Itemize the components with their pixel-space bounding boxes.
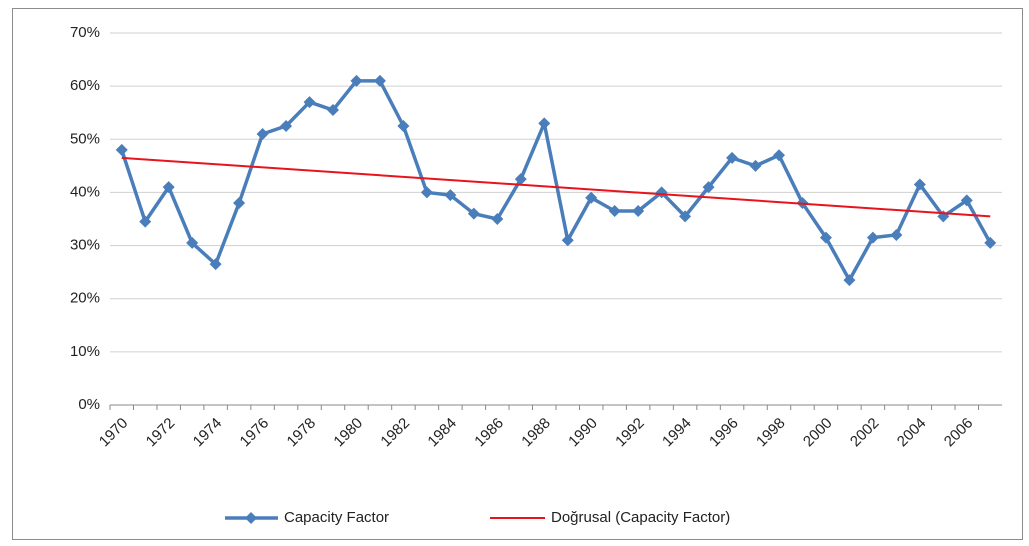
legend-marker xyxy=(245,512,257,524)
data-point xyxy=(514,173,527,186)
data-point xyxy=(608,205,621,218)
y-tick-label: 70% xyxy=(70,24,100,41)
data-point xyxy=(397,120,410,132)
data-point xyxy=(327,104,339,117)
data-point xyxy=(585,191,598,204)
data-point xyxy=(444,189,457,202)
data-point xyxy=(162,181,175,194)
data-point xyxy=(115,143,128,156)
data-point xyxy=(373,74,386,87)
data-point xyxy=(303,96,316,109)
y-tick-label: 50% xyxy=(70,130,100,147)
legend-label: Capacity Factor xyxy=(284,509,389,526)
data-point xyxy=(702,181,715,194)
y-tick-label: 20% xyxy=(70,290,100,307)
data-point xyxy=(655,186,668,199)
data-point xyxy=(960,194,973,207)
data-point xyxy=(890,228,903,241)
data-point xyxy=(139,215,152,228)
data-point xyxy=(561,234,574,247)
legend-label: Doğrusal (Capacity Factor) xyxy=(551,509,730,526)
data-point xyxy=(467,207,480,220)
data-point xyxy=(726,151,739,164)
data-point xyxy=(819,231,832,244)
data-point xyxy=(280,120,293,132)
data-point xyxy=(632,205,645,218)
chart-frame xyxy=(12,8,1023,540)
data-point xyxy=(843,274,856,287)
data-point xyxy=(984,236,997,249)
data-point xyxy=(209,258,222,271)
data-point xyxy=(350,74,363,87)
data-point xyxy=(256,127,269,140)
y-tick-label: 60% xyxy=(70,77,100,94)
y-tick-label: 0% xyxy=(78,396,100,413)
data-point xyxy=(233,197,246,210)
data-point xyxy=(749,159,762,172)
data-point xyxy=(186,236,199,249)
data-point xyxy=(679,210,692,223)
data-point xyxy=(420,186,433,199)
y-tick-label: 30% xyxy=(70,237,100,254)
data-point xyxy=(491,213,504,225)
data-point xyxy=(773,149,785,162)
data-point xyxy=(913,178,926,191)
data-point xyxy=(538,117,551,130)
data-point xyxy=(866,231,879,244)
y-tick-label: 10% xyxy=(70,343,100,360)
trend-line xyxy=(121,156,991,218)
y-tick-label: 40% xyxy=(70,183,100,200)
